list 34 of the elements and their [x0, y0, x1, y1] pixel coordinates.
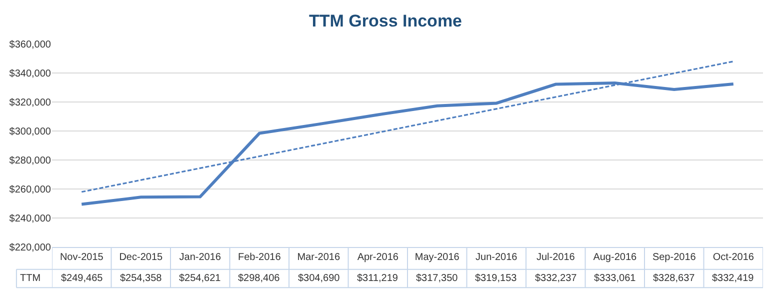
y-tick-label: $360,000 — [9, 40, 52, 50]
x-tick-label: Feb-2016 — [238, 252, 282, 263]
data-label: $319,153 — [475, 273, 518, 284]
x-tick-label: May-2016 — [414, 252, 460, 263]
x-tick-label: Jun-2016 — [476, 252, 518, 263]
x-tick-label: Jan-2016 — [179, 252, 222, 263]
data-label: $249,465 — [61, 273, 104, 284]
text: TTM — [20, 273, 41, 284]
data-label: $304,690 — [298, 273, 340, 284]
x-tick-label: Mar-2016 — [297, 252, 340, 263]
y-tick-label: $260,000 — [9, 184, 52, 196]
y-tick-label: $240,000 — [9, 214, 52, 224]
y-tick-label: $300,000 — [9, 126, 52, 138]
x-tick-label: Aug-2016 — [593, 252, 637, 263]
data-label: $332,419 — [712, 273, 754, 284]
y-tick-label: $320,000 — [9, 98, 52, 108]
y-tick-label: $280,000 — [9, 156, 52, 166]
y-tick-label: $220,000 — [9, 242, 52, 254]
data-label: $311,219 — [357, 273, 398, 284]
x-tick-label: Oct-2016 — [712, 252, 754, 263]
data-label: $328,637 — [653, 273, 696, 284]
x-tick-label: Apr-2016 — [357, 252, 399, 263]
data-label: $298,406 — [238, 273, 280, 284]
chart-title: TTM Gross Income — [308, 11, 462, 30]
data-label: $254,358 — [120, 273, 162, 284]
data-label: $317,350 — [416, 273, 458, 284]
y-tick-label: $340,000 — [9, 68, 52, 80]
data-label: $254,621 — [179, 273, 222, 284]
data-label: $333,061 — [594, 273, 636, 284]
x-tick-label: Jul-2016 — [536, 252, 576, 263]
data-label: $332,237 — [535, 273, 578, 284]
x-tick-label: Sep-2016 — [652, 252, 696, 263]
x-tick-label: Nov-2015 — [60, 252, 104, 263]
x-tick-label: Dec-2015 — [119, 252, 163, 263]
